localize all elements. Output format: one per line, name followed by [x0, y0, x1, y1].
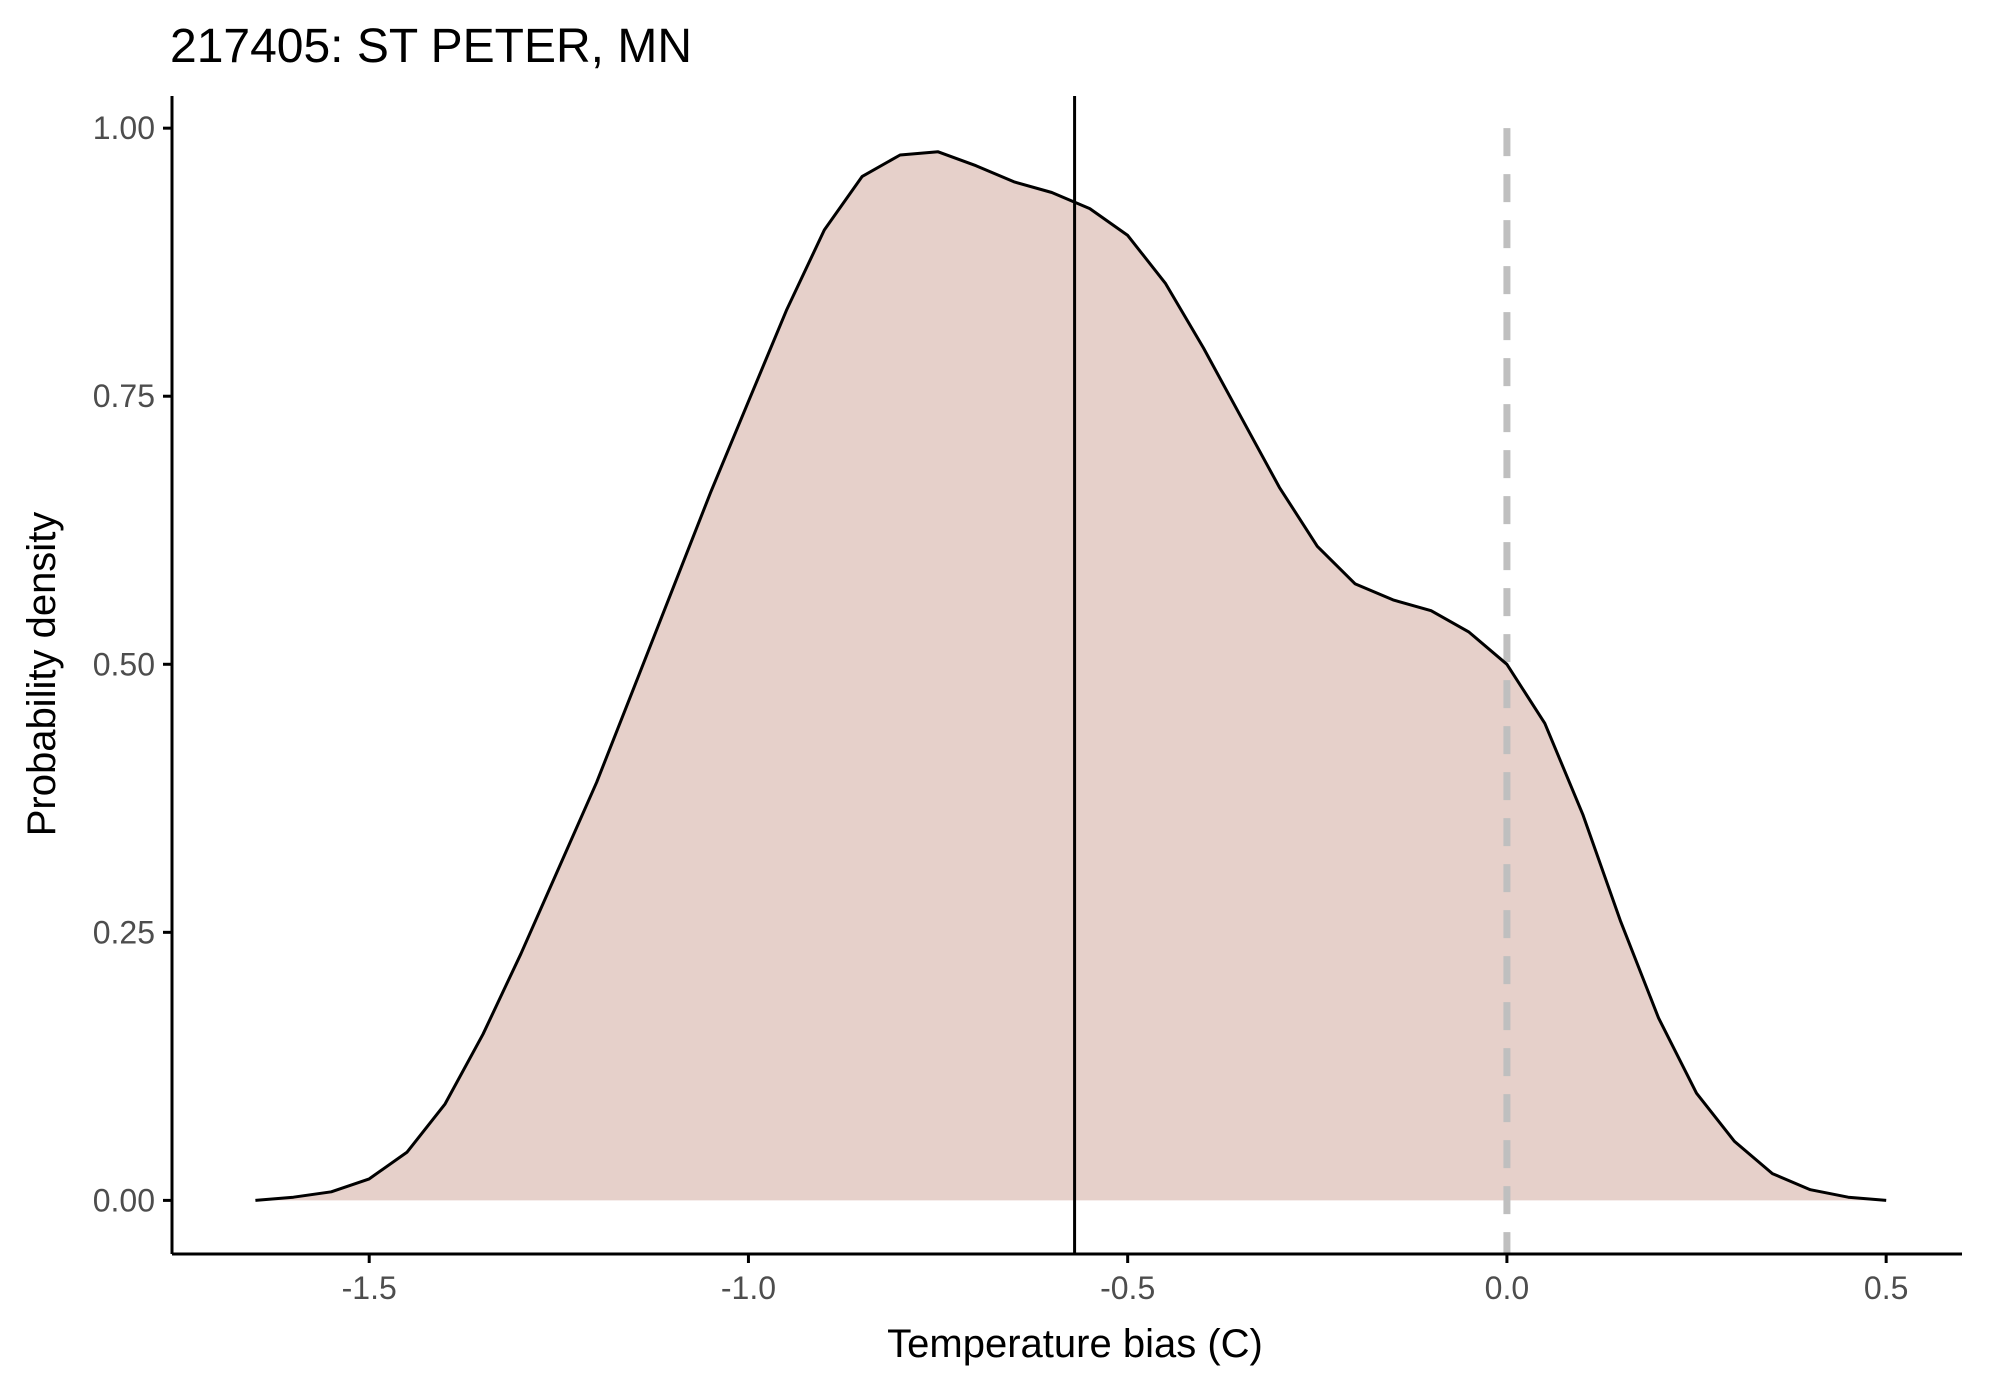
x-axis-title: Temperature bias (C) [887, 1322, 1263, 1366]
plot-area [255, 96, 1887, 1254]
x-tick-label: -1.5 [342, 1270, 397, 1306]
x-tick-label: 0.0 [1485, 1270, 1529, 1306]
y-tick-label: 1.00 [93, 110, 155, 146]
y-tick-label: 0.75 [93, 378, 155, 414]
x-tick-label: -1.0 [721, 1270, 776, 1306]
y-axis-title: Probability density [20, 512, 64, 837]
density-line [255, 150, 1887, 1202]
x-tick-label: 0.5 [1864, 1270, 1908, 1306]
y-tick-label: 0.25 [93, 914, 155, 950]
x-tick-label: -0.5 [1100, 1270, 1155, 1306]
density-area [255, 151, 1887, 1201]
y-tick-label: 0.00 [93, 1182, 155, 1218]
y-axis-ticks: 0.00 0.25 0.50 0.75 1.00 [93, 110, 172, 1218]
x-axis-ticks: -1.5 -1.0 -0.5 0.0 0.5 [342, 1254, 1908, 1306]
chart-title: 217405: ST PETER, MN [170, 20, 692, 73]
y-tick-label: 0.50 [93, 646, 155, 682]
